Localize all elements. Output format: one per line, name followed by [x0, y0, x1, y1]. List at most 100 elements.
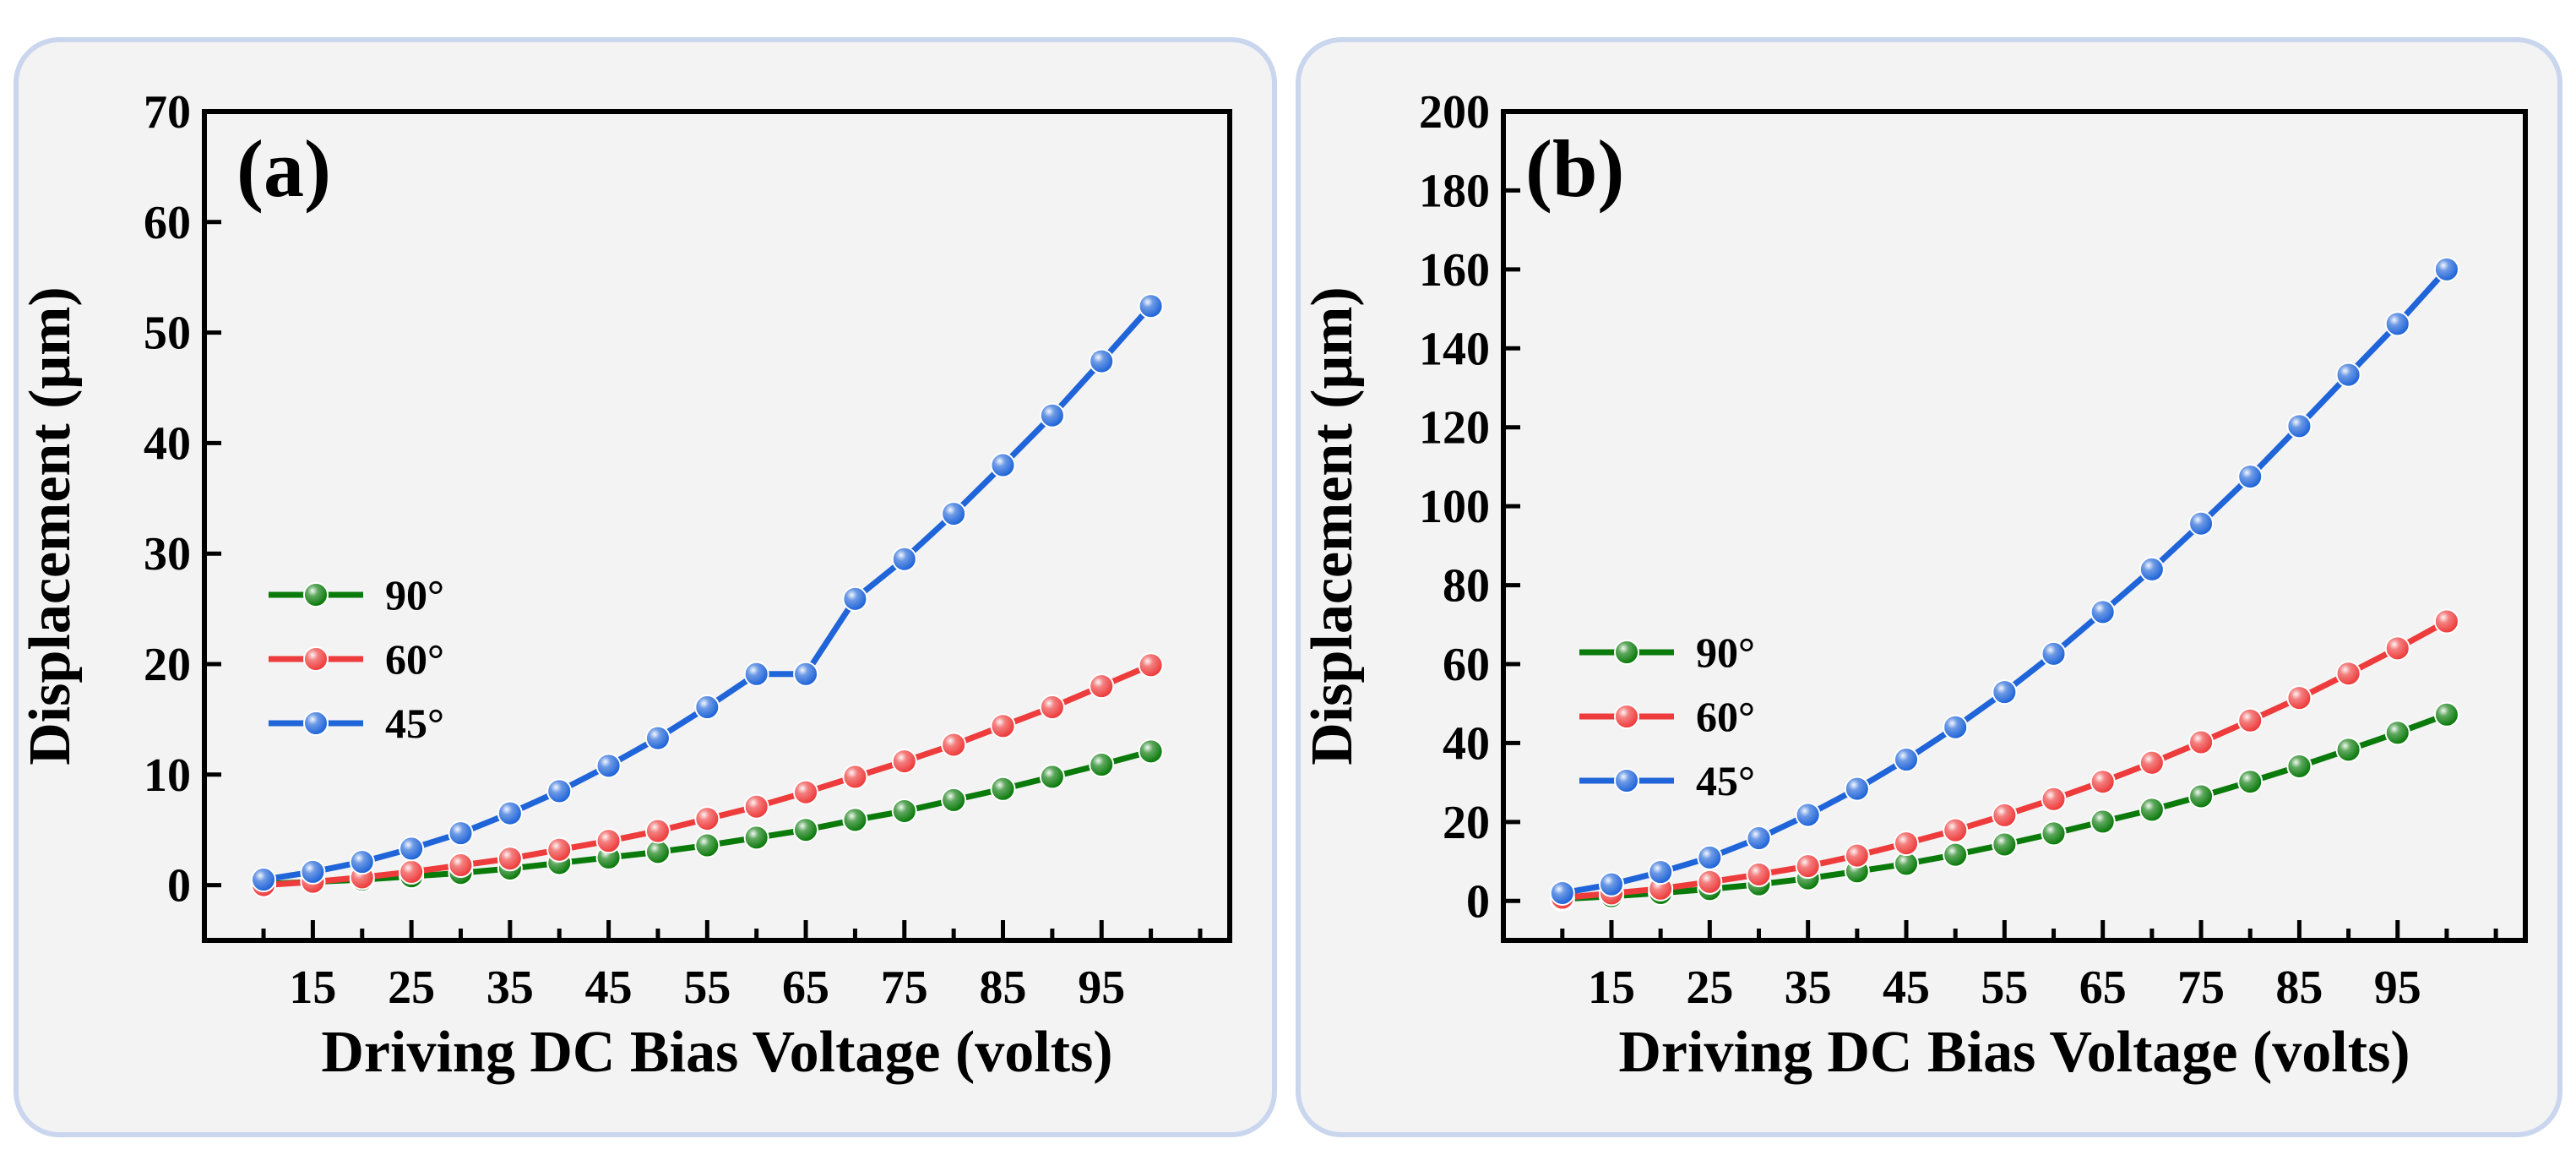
data-point-highlight [2190, 785, 2213, 808]
x-tick-label: 95 [2374, 962, 2421, 1014]
data-point-highlight [548, 838, 571, 861]
data-point-highlight [2435, 610, 2458, 633]
data-point-highlight [2337, 363, 2360, 386]
x-tick-label: 75 [881, 962, 928, 1014]
data-point-highlight [2386, 722, 2409, 744]
legend-label: 90° [1696, 629, 1755, 676]
data-point-highlight [2435, 258, 2458, 281]
x-tick-label: 35 [1785, 962, 1832, 1014]
data-point-highlight [795, 781, 818, 804]
data-point-highlight [1944, 716, 1967, 738]
legend-label: 60° [1696, 693, 1755, 740]
data-point-highlight [2042, 822, 2065, 845]
data-point-highlight [2288, 415, 2311, 438]
x-tick-label: 65 [782, 962, 829, 1014]
data-point-highlight [2386, 637, 2409, 660]
data-point-highlight [302, 860, 324, 883]
data-point-highlight [2190, 731, 2213, 754]
y-tick-label: 40 [1443, 717, 1490, 770]
x-tick-label: 25 [388, 962, 435, 1014]
data-point-highlight [1747, 827, 1770, 850]
data-point-highlight [696, 696, 719, 719]
data-point-highlight [449, 822, 472, 845]
data-point-highlight [1895, 749, 1918, 771]
data-point-highlight [2435, 703, 2458, 726]
data-point-highlight [696, 808, 719, 831]
data-point-highlight [795, 819, 818, 842]
y-axis-label: Displacement (μm) [18, 286, 83, 765]
y-tick-label: 20 [1443, 797, 1490, 849]
data-point-highlight [2337, 662, 2360, 685]
panel-label: (a) [236, 123, 331, 214]
data-point-highlight [1090, 350, 1113, 373]
y-tick-label: 140 [1419, 323, 1490, 375]
data-point-highlight [1139, 295, 1162, 318]
series-line [1562, 267, 2449, 896]
y-tick-label: 0 [167, 860, 191, 913]
data-point-highlight [844, 809, 867, 831]
y-tick-label: 10 [144, 749, 191, 802]
data-point-highlight [992, 454, 1014, 477]
data-point-highlight [2091, 771, 2114, 793]
data-point-highlight [2042, 787, 2065, 810]
data-point-highlight [597, 755, 620, 777]
y-tick-label: 70 [144, 86, 191, 139]
data-point-highlight [844, 765, 867, 788]
data-point-highlight [646, 820, 669, 842]
y-tick-label: 160 [1419, 244, 1490, 297]
legend-label: 60° [385, 635, 444, 683]
legend-marker-highlight [1616, 706, 1638, 727]
y-axis-label: Displacement (μm) [1300, 286, 1365, 765]
data-point-highlight [795, 662, 818, 685]
data-point-highlight [1139, 740, 1162, 763]
y-tick-label: 120 [1419, 402, 1490, 455]
data-point-highlight [400, 837, 423, 860]
legend-marker-highlight [305, 584, 327, 606]
data-point-highlight [745, 795, 768, 818]
data-point-highlight [745, 662, 768, 685]
data-point-highlight [2239, 771, 2262, 793]
data-point-highlight [548, 780, 571, 803]
data-point-highlight [745, 826, 768, 849]
x-tick-label: 55 [1981, 962, 2028, 1014]
data-point-highlight [498, 847, 521, 870]
plot-frame [1501, 109, 2528, 943]
data-point-highlight [1993, 681, 2016, 704]
data-point-highlight [943, 733, 965, 756]
panel-a-frame [14, 37, 1277, 1137]
data-point-highlight [943, 788, 965, 811]
legend-label: 45° [385, 700, 444, 747]
data-point-highlight [1041, 696, 1063, 719]
data-point-highlight [1551, 881, 1573, 904]
data-point-highlight [943, 503, 965, 526]
plot-frame [202, 109, 1232, 943]
data-point-highlight [646, 727, 669, 749]
data-point-highlight [1845, 844, 1868, 867]
y-tick-label: 180 [1419, 165, 1490, 217]
data-point-highlight [1600, 873, 1622, 896]
x-tick-label: 15 [289, 962, 336, 1014]
data-point-highlight [597, 830, 620, 853]
data-point-highlight [893, 799, 916, 822]
data-point-highlight [1090, 675, 1113, 698]
data-point-highlight [1747, 863, 1770, 885]
data-point-highlight [646, 841, 669, 864]
data-point-highlight [2288, 755, 2311, 777]
x-tick-label: 25 [1686, 962, 1733, 1014]
data-point-highlight [1698, 870, 1721, 893]
x-tick-label: 95 [1078, 962, 1125, 1014]
y-tick-label: 0 [1466, 875, 1490, 928]
y-tick-label: 50 [144, 308, 191, 360]
data-point-highlight [1944, 819, 1967, 842]
panel-label: (b) [1525, 123, 1624, 214]
data-point-highlight [1796, 804, 1819, 826]
data-point-highlight [992, 715, 1014, 738]
legend-marker-highlight [1616, 770, 1638, 792]
data-point-highlight [1649, 861, 1672, 884]
y-tick-label: 60 [1443, 639, 1490, 691]
data-point-highlight [1796, 855, 1819, 878]
data-point-highlight [893, 750, 916, 773]
data-point-highlight [992, 777, 1014, 800]
x-tick-label: 15 [1588, 962, 1635, 1014]
data-point-highlight [696, 834, 719, 857]
